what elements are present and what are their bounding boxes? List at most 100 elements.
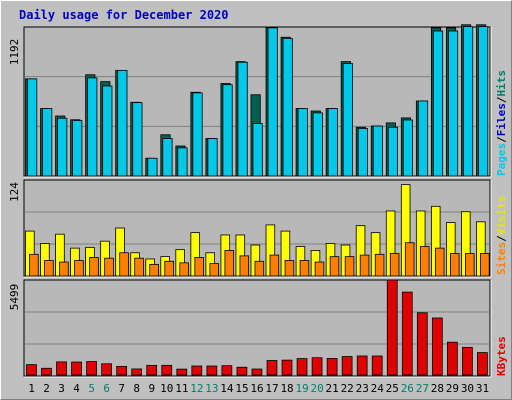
kbytes-bar	[477, 352, 488, 376]
sites-bar	[179, 262, 189, 277]
x-tick-label: 1	[28, 382, 35, 395]
sites-bar	[134, 257, 144, 277]
files-bar	[372, 125, 383, 177]
kbytes-bar	[206, 365, 218, 376]
kbytes-bar	[266, 360, 278, 376]
kbytes-bar	[131, 368, 143, 376]
sites-bar	[329, 256, 340, 277]
sites-bar	[44, 260, 54, 277]
x-tick-label: 9	[148, 382, 155, 395]
kbytes-bar	[221, 365, 233, 376]
x-tick-label: 17	[265, 382, 278, 395]
legend-top: Pages/Files/Hits	[495, 70, 508, 176]
kbytes-bar	[326, 358, 338, 376]
kbytes-bar	[311, 357, 323, 376]
files-bar	[402, 119, 414, 177]
x-tick-label: 3	[58, 382, 65, 395]
files-bar	[102, 85, 113, 177]
sites-bar	[149, 263, 159, 277]
sites-bar	[299, 260, 310, 277]
sites-bar	[465, 253, 475, 277]
x-tick-label: 15	[235, 382, 248, 395]
files-bar	[267, 27, 278, 177]
kbytes-bar	[341, 356, 353, 376]
legend-middle: Sites/Visits	[495, 196, 508, 276]
kbytes-bar	[371, 355, 383, 376]
files-bar	[387, 126, 398, 177]
files-bar	[162, 138, 173, 177]
sites-bar	[59, 261, 69, 277]
x-tick-label: 22	[341, 382, 354, 395]
kbytes-bar	[251, 368, 263, 376]
sites-bar	[314, 261, 325, 277]
sites-bar	[164, 260, 174, 277]
files-bar	[132, 102, 143, 177]
chart-title: Daily usage for December 2020	[19, 8, 229, 22]
legend-kbytes: KBytes	[495, 336, 508, 376]
files-bar	[448, 30, 459, 177]
x-tick-label: 16	[250, 382, 263, 395]
kbytes-bar	[281, 359, 293, 376]
files-bar	[207, 138, 218, 177]
sites-bar	[74, 260, 84, 277]
x-tick-label: 19	[295, 382, 308, 395]
files-bar	[42, 108, 53, 177]
x-tick-label: 4	[73, 382, 80, 395]
kbytes-bar	[176, 368, 188, 376]
x-tick-label: 10	[160, 382, 173, 395]
x-tick-label: 7	[118, 382, 125, 395]
sites-bar	[434, 247, 445, 277]
sites-bar	[194, 257, 204, 277]
kbytes-bar	[191, 365, 203, 376]
sites-bar	[269, 254, 280, 277]
legend-visits: Visits	[495, 196, 508, 236]
kbytes-bar	[86, 361, 97, 376]
kbytes-bar	[41, 367, 52, 376]
sites-bar	[359, 254, 370, 277]
files-bar	[252, 123, 263, 177]
legend-pages: Pages	[495, 143, 508, 176]
y-max-label-top: 1192	[8, 39, 21, 66]
y-max-label-middle: 124	[8, 182, 21, 202]
files-bar	[312, 112, 323, 177]
sites-bar	[450, 253, 460, 277]
x-tick-label: 5	[88, 382, 95, 395]
x-tick-label: 2	[43, 382, 50, 395]
legend-files: Files	[495, 103, 508, 136]
x-tick-label: 12	[190, 382, 203, 395]
x-tick-label: 13	[205, 382, 218, 395]
x-tick-label: 27	[416, 382, 429, 395]
sites-bar	[374, 253, 385, 277]
files-bar	[27, 78, 38, 177]
kbytes-bar	[296, 358, 308, 376]
kbytes-bar	[56, 361, 67, 376]
sites-bar	[254, 260, 265, 277]
sites-bar	[119, 252, 129, 277]
sites-bar	[209, 263, 220, 277]
files-bar	[72, 120, 83, 177]
kbytes-bar	[236, 366, 248, 376]
kbytes-bar	[462, 346, 473, 376]
files-bar	[177, 147, 188, 177]
kbytes-bar	[431, 317, 443, 376]
files-bar	[237, 61, 248, 177]
svg-text:Pages/Files/Hits: Pages/Files/Hits	[495, 70, 508, 176]
kbytes-bar	[71, 361, 82, 376]
x-tick-label: 29	[446, 382, 459, 395]
files-bar	[357, 128, 368, 177]
files-bar	[147, 157, 158, 177]
x-tick-label: 21	[326, 382, 339, 395]
kbytes-bar	[401, 291, 413, 376]
files-bar	[87, 77, 98, 177]
legend-sep-2: /	[495, 96, 508, 103]
x-tick-label: 25	[386, 382, 399, 395]
x-tick-label: 26	[401, 382, 414, 395]
files-bar	[478, 26, 489, 177]
x-tick-label: 31	[476, 382, 489, 395]
plot-panels	[23, 24, 492, 378]
x-tick-label: 6	[103, 382, 110, 395]
kbytes-bar	[26, 364, 37, 376]
legend-bottom: KBytes	[495, 336, 508, 376]
files-bar	[117, 69, 128, 177]
